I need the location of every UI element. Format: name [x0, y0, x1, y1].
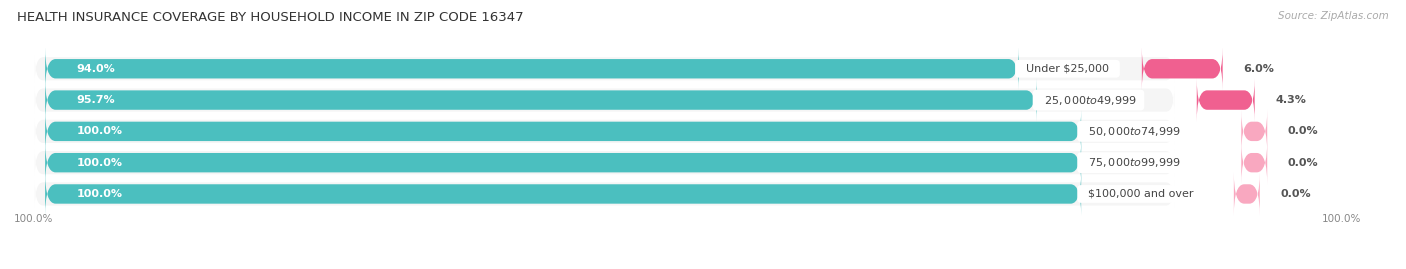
FancyBboxPatch shape — [35, 180, 1174, 207]
FancyBboxPatch shape — [45, 110, 1081, 153]
FancyBboxPatch shape — [35, 118, 1174, 145]
FancyBboxPatch shape — [35, 149, 1174, 176]
FancyBboxPatch shape — [1241, 141, 1267, 184]
Text: 100.0%: 100.0% — [76, 126, 122, 136]
FancyBboxPatch shape — [1197, 79, 1254, 122]
Text: HEALTH INSURANCE COVERAGE BY HOUSEHOLD INCOME IN ZIP CODE 16347: HEALTH INSURANCE COVERAGE BY HOUSEHOLD I… — [17, 11, 523, 24]
Text: $25,000 to $49,999: $25,000 to $49,999 — [1036, 94, 1140, 107]
Text: $50,000 to $74,999: $50,000 to $74,999 — [1081, 125, 1185, 138]
FancyBboxPatch shape — [35, 55, 1174, 82]
FancyBboxPatch shape — [1234, 172, 1260, 215]
Text: 6.0%: 6.0% — [1243, 64, 1274, 74]
FancyBboxPatch shape — [45, 141, 1081, 184]
Text: Source: ZipAtlas.com: Source: ZipAtlas.com — [1278, 11, 1389, 21]
FancyBboxPatch shape — [1241, 110, 1267, 153]
Text: 100.0%: 100.0% — [76, 158, 122, 168]
Text: 100.0%: 100.0% — [14, 214, 53, 224]
FancyBboxPatch shape — [45, 47, 1019, 90]
Text: 0.0%: 0.0% — [1281, 189, 1310, 199]
FancyBboxPatch shape — [45, 79, 1036, 122]
Text: 100.0%: 100.0% — [76, 189, 122, 199]
Text: $100,000 and over: $100,000 and over — [1081, 189, 1201, 199]
Text: 94.0%: 94.0% — [76, 64, 115, 74]
FancyBboxPatch shape — [1142, 47, 1223, 90]
Text: 0.0%: 0.0% — [1288, 158, 1319, 168]
FancyBboxPatch shape — [45, 172, 1081, 215]
Text: Under $25,000: Under $25,000 — [1019, 64, 1116, 74]
Text: 100.0%: 100.0% — [1322, 214, 1361, 224]
Text: 0.0%: 0.0% — [1288, 126, 1319, 136]
Text: 95.7%: 95.7% — [76, 95, 115, 105]
FancyBboxPatch shape — [35, 87, 1174, 114]
Text: $75,000 to $99,999: $75,000 to $99,999 — [1081, 156, 1185, 169]
Text: 4.3%: 4.3% — [1275, 95, 1306, 105]
